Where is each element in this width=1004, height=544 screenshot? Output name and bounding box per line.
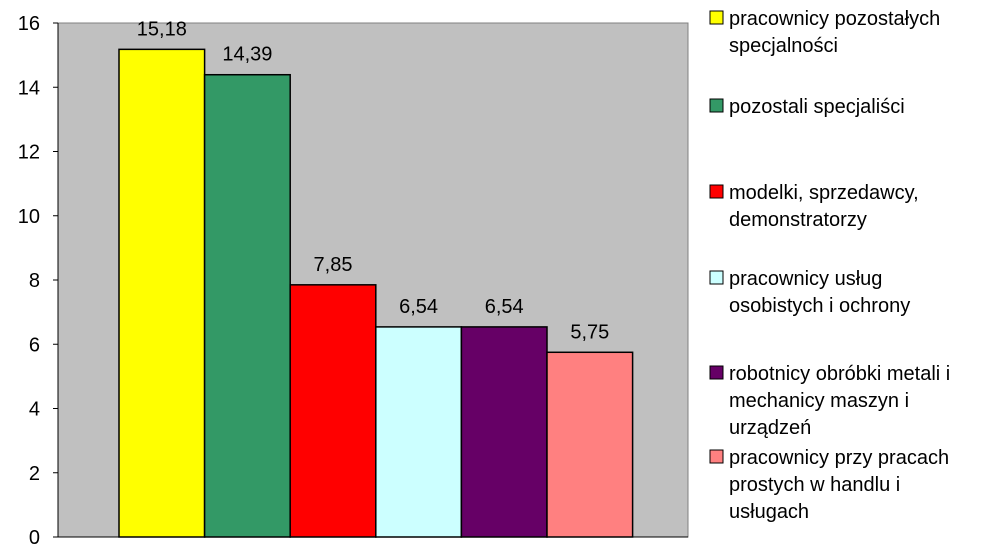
legend-item: modelki, sprzedawcy, demonstratorzy: [709, 182, 919, 231]
bar-value-label: 6,54: [485, 296, 524, 318]
legend: pracownicy pozostałych specjalności pozost…: [709, 8, 950, 523]
bar: [546, 351, 634, 538]
bar-value-label: 6,54: [399, 296, 438, 318]
legend-swatch: [709, 449, 724, 464]
legend-label: urządzeń: [729, 417, 811, 439]
bar: [289, 284, 377, 538]
bar-value-label: 5,75: [570, 321, 609, 343]
legend-label: pracownicy przy pracach: [729, 447, 949, 469]
y-tick-label: 16: [18, 13, 40, 35]
bar: [118, 48, 206, 538]
legend-label: robotnicy obróbki metali i: [729, 363, 950, 385]
data-labels: 15,18 14,39 7,85 6,54 6,54 5,75: [137, 18, 609, 343]
bars: [118, 48, 634, 538]
legend-swatch: [709, 10, 724, 25]
y-tick-label: 8: [29, 270, 40, 292]
y-tick-label: 14: [18, 77, 40, 99]
y-tick-label: 0: [29, 527, 40, 544]
bar-value-label: 14,39: [222, 44, 272, 66]
y-tick-label: 4: [29, 399, 40, 421]
legend-item: pozostali specjaliści: [709, 96, 905, 118]
legend-label: demonstratorzy: [729, 209, 867, 231]
bar: [375, 326, 463, 538]
legend-label: pracownicy pozostałych: [729, 8, 940, 30]
bar: [460, 326, 548, 538]
legend-item: pracownicy pozostałych specjalności: [709, 8, 940, 57]
legend-swatch: [709, 270, 724, 285]
y-tick-label: 2: [29, 463, 40, 485]
legend-item: pracownicy usług osobistych i ochrony: [709, 268, 910, 317]
legend-swatch: [709, 184, 724, 199]
legend-label: osobistych i ochrony: [729, 295, 910, 317]
legend-item: pracownicy przy pracach prostych w handlu…: [709, 447, 949, 523]
legend-label: modelki, sprzedawcy,: [729, 182, 919, 204]
bar: [203, 73, 291, 538]
bar-value-label: 15,18: [137, 18, 187, 40]
legend-label: specjalności: [729, 35, 838, 57]
legend-swatch: [709, 365, 724, 380]
legend-label: mechanicy maszyn i: [729, 390, 909, 412]
legend-swatch: [709, 98, 724, 113]
y-tick-label: 12: [18, 142, 40, 164]
bar-value-label: 7,85: [314, 254, 353, 276]
legend-label: pozostali specjaliści: [729, 96, 905, 118]
legend-label: usługach: [729, 501, 809, 523]
legend-label: pracownicy usług: [729, 268, 882, 290]
legend-item: robotnicy obróbki metali i mechanicy masz…: [709, 363, 950, 439]
y-tick-label: 10: [18, 206, 40, 228]
legend-label: prostych w handlu i: [729, 474, 900, 496]
y-tick-label: 6: [29, 334, 40, 356]
